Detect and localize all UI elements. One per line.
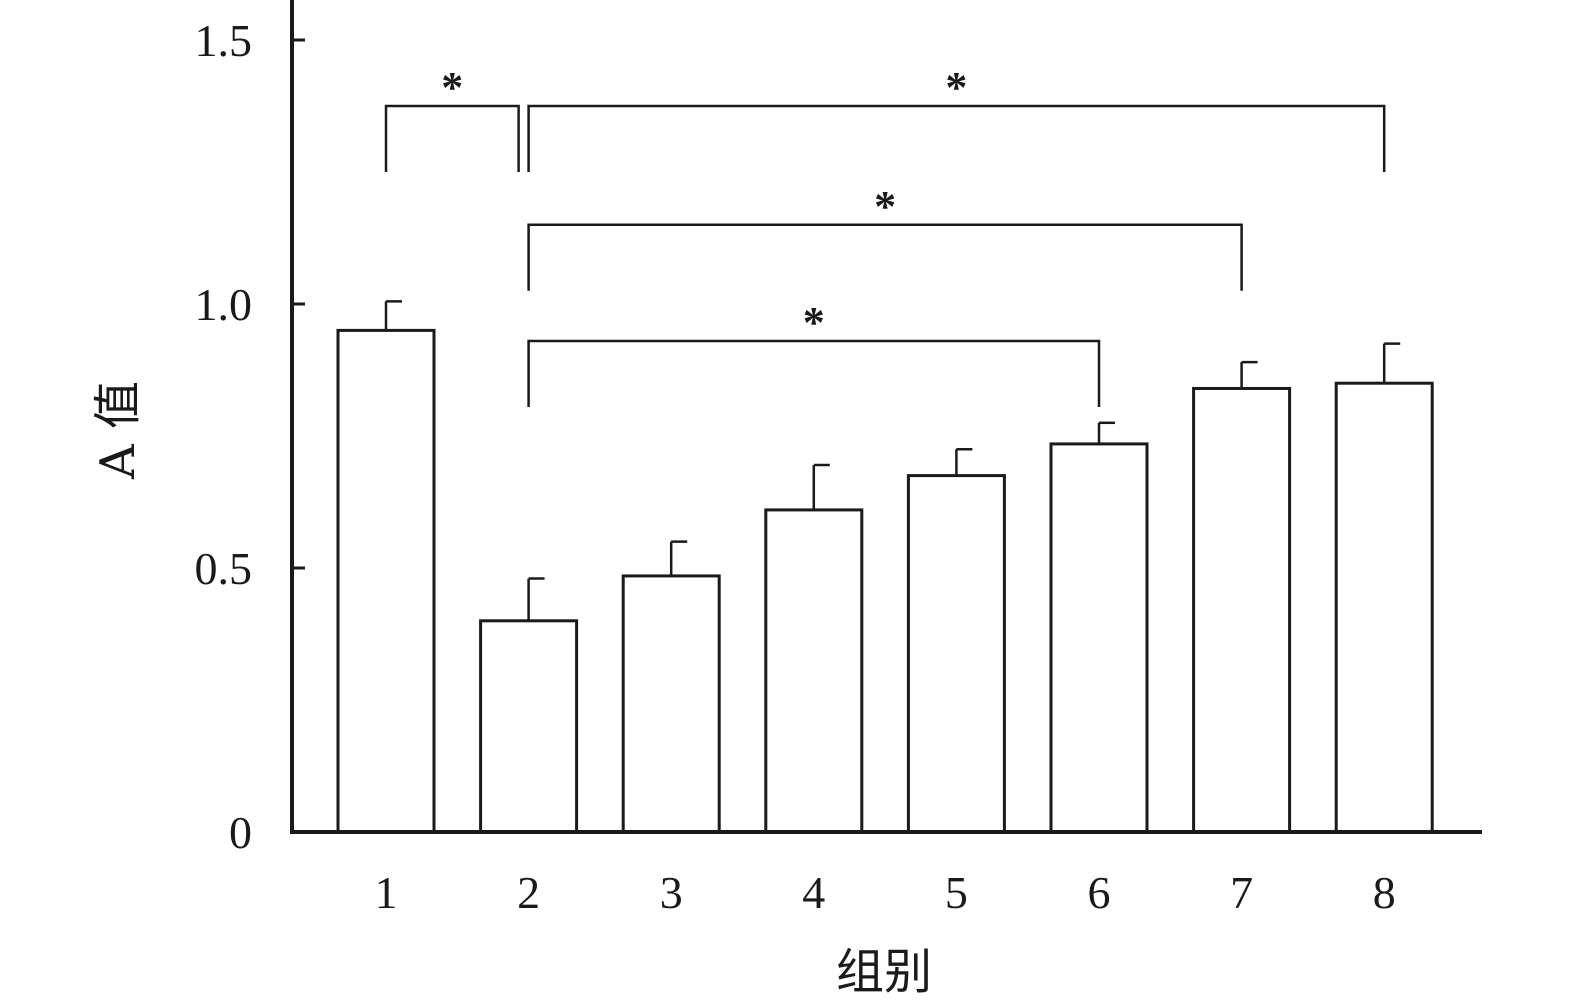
bracket-line [527,104,1386,172]
error-bar [384,300,402,331]
bracket-line [527,339,1101,407]
y-tick-label: 0 [229,807,252,858]
x-tick-label: 1 [375,867,398,918]
x-tick-label: 3 [660,867,683,918]
y-tick-label: 1.5 [195,15,253,66]
significance-bracket: * [527,63,1386,172]
error-bar [1097,421,1115,444]
bar [1192,386,1292,834]
y-axis-title: A 值 [90,381,146,480]
error-bar [1240,360,1258,389]
significance-star: * [874,182,896,231]
bracket-line [384,104,520,172]
y-tick-label: 1.0 [195,279,253,330]
x-tick-label: 6 [1088,867,1111,918]
significance-star: * [441,63,463,112]
bar [1334,381,1434,834]
bar [336,328,436,834]
bar [621,574,721,834]
x-tick-label: 4 [802,867,825,918]
error-bar [669,540,688,576]
error-bar [527,577,545,621]
significance-star: * [945,63,967,112]
significance-bracket: * [384,63,520,172]
significance-star: * [803,298,825,347]
bar [764,508,864,834]
x-tick-labels-layer: 1 2 3 4 5 6 7 8 [375,867,1396,918]
error-bar [812,463,830,510]
y-ticks-layer: 0 0.5 1.0 1.5 [195,15,305,858]
y-tick-label: 0.5 [195,543,253,594]
x-tick-label: 5 [945,867,968,918]
error-bar [955,447,973,476]
x-tick-label: 8 [1373,867,1396,918]
significance-bracket: * [527,182,1243,291]
error-bar [1382,342,1401,384]
bar [1049,442,1149,834]
x-tick-label: 2 [517,867,540,918]
significance-bracket: * [527,298,1101,407]
x-tick-label: 7 [1230,867,1253,918]
bar [479,619,579,834]
bracket-line [527,223,1243,291]
error-bars-layer [384,300,1401,621]
bar [906,474,1006,834]
axes-layer [290,0,1482,834]
bars-layer [336,328,1434,834]
x-axis-title: 组别 [836,944,932,1000]
significance-layer: * * * * [384,63,1386,407]
